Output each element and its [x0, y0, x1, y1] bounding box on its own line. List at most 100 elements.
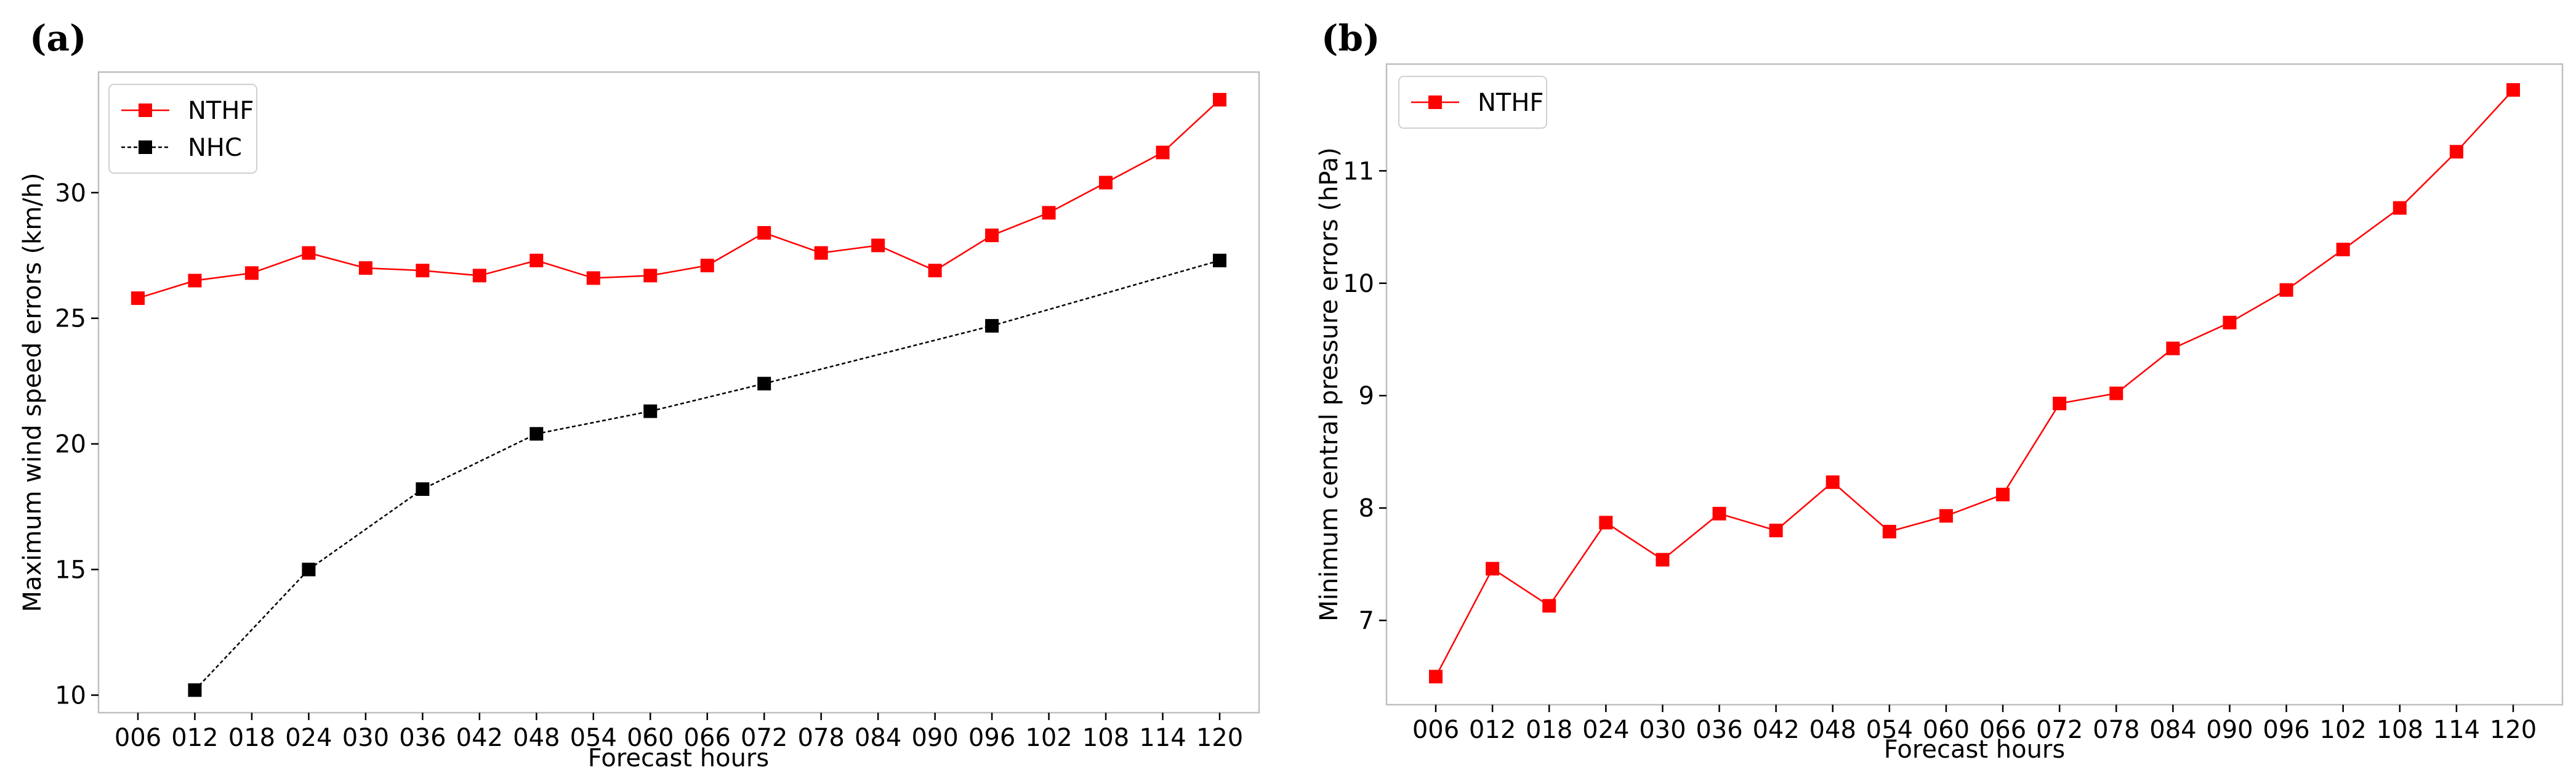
data-point-nhc — [188, 683, 202, 697]
data-point-nthf — [2336, 243, 2350, 257]
data-point-nthf — [2449, 145, 2463, 159]
data-point-nthf — [1156, 145, 1170, 160]
legend-b: NTHF — [1398, 76, 1547, 129]
data-point-nthf — [302, 246, 316, 260]
x-tick-label: 114 — [2433, 716, 2480, 744]
data-point-nthf — [2109, 386, 2123, 400]
data-point-nthf — [1542, 599, 1556, 613]
x-tick-label: 006 — [115, 724, 161, 752]
x-tick-label: 048 — [513, 724, 560, 752]
data-point-nthf — [1486, 562, 1500, 576]
data-point-nthf — [416, 264, 430, 278]
y-tick-label: 9 — [1359, 382, 1374, 410]
x-tick-label: 072 — [2036, 716, 2083, 744]
x-tick-label: 114 — [1139, 724, 1186, 752]
x-tick-label: 090 — [2206, 716, 2253, 744]
x-tick-label: 120 — [2490, 716, 2537, 744]
data-point-nthf — [188, 274, 202, 288]
y-tick-label: 15 — [55, 556, 86, 585]
ticks-b: 006 012 018 024 030 036 042 048 054 060 066 072 078 0… — [1343, 157, 2537, 744]
data-point-nthf — [985, 229, 999, 243]
data-point-nthf — [358, 261, 372, 275]
x-tick-label: 108 — [2377, 716, 2423, 744]
x-tick-label: 012 — [171, 724, 218, 752]
x-tick-label: 084 — [855, 724, 901, 752]
x-tick-label: 024 — [285, 724, 332, 752]
data-point-nhc — [757, 376, 771, 391]
data-point-nthf — [1429, 670, 1443, 684]
x-axis-label-a: Forecast hours — [588, 744, 769, 772]
x-tick-label: 042 — [1752, 716, 1799, 744]
x-tick-label: 096 — [2263, 716, 2309, 744]
series-b — [1429, 83, 2520, 684]
data-point-nthf — [1825, 475, 1840, 489]
legend-label-nthf: NTHF — [188, 97, 254, 125]
y-tick-label: 10 — [1343, 270, 1374, 298]
data-point-nthf — [2166, 341, 2180, 355]
data-point-nthf — [757, 226, 771, 240]
data-point-nthf — [1769, 524, 1783, 538]
panel-label-b: (b) — [1321, 17, 1380, 59]
x-axis-label-b: Forecast hours — [1884, 735, 2065, 764]
data-point-nthf — [1712, 506, 1726, 521]
x-tick-label: 012 — [1469, 716, 1516, 744]
plot-area-b — [1385, 63, 2564, 706]
y-tick-label: 10 — [55, 681, 86, 710]
data-point-nthf — [1599, 516, 1613, 530]
data-point-nthf — [1996, 487, 2010, 501]
series-line-nthf — [137, 99, 1220, 299]
x-tick-label: 060 — [627, 724, 674, 752]
series-a — [131, 92, 1226, 697]
y-tick-label: 8 — [1359, 495, 1374, 523]
data-point-nthf — [2223, 315, 2237, 330]
y-tick-label: 30 — [55, 179, 86, 208]
x-tick-label: 048 — [1809, 716, 1856, 744]
data-point-nthf — [529, 253, 544, 267]
y-tick-label: 11 — [1343, 157, 1374, 185]
x-tick-label: 018 — [1526, 716, 1572, 744]
x-tick-label: 078 — [798, 724, 845, 752]
data-point-nthf — [928, 264, 942, 278]
data-point-nthf — [2279, 283, 2293, 297]
data-point-nthf — [244, 266, 259, 280]
data-point-nthf — [586, 271, 600, 285]
legend-marker-nthf — [139, 103, 152, 117]
x-tick-label: 036 — [399, 724, 446, 752]
data-point-nthf — [1042, 206, 1056, 220]
data-point-nthf — [2053, 397, 2067, 411]
data-point-nthf — [643, 269, 658, 283]
x-tick-label: 036 — [1696, 716, 1742, 744]
data-point-nhc — [1213, 253, 1226, 267]
legend-marker-nthf — [1428, 95, 1442, 109]
x-tick-label: 102 — [1025, 724, 1072, 752]
data-point-nthf — [871, 238, 885, 253]
x-tick-label: 018 — [228, 724, 275, 752]
data-point-nhc — [302, 562, 316, 577]
data-point-nhc — [643, 404, 658, 418]
data-point-nthf — [2506, 83, 2520, 97]
x-tick-label: 042 — [456, 724, 503, 752]
x-tick-label: 078 — [2093, 716, 2139, 744]
data-point-nthf — [814, 246, 828, 260]
x-tick-label: 108 — [1082, 724, 1129, 752]
ticks-a: 006 012 018 024 030 036 042 048 054 060 066 072 078 0… — [55, 179, 1243, 752]
x-tick-label: 024 — [1582, 716, 1629, 744]
legend-label-nthf: NTHF — [1478, 89, 1544, 117]
x-tick-label: 030 — [1639, 716, 1686, 744]
data-point-nthf — [472, 269, 486, 283]
legend-label-nhc: NHC — [188, 134, 242, 162]
y-tick-label: 20 — [55, 431, 86, 459]
x-tick-label: 054 — [570, 724, 617, 752]
data-point-nhc — [416, 482, 430, 496]
data-point-nthf — [131, 291, 145, 306]
x-tick-label: 090 — [911, 724, 958, 752]
series-line-nthf — [1435, 89, 2514, 677]
x-tick-label: 054 — [1866, 716, 1913, 744]
x-tick-label: 006 — [1412, 716, 1459, 744]
data-point-nhc — [529, 427, 544, 441]
panel-label-a: (a) — [30, 17, 86, 59]
x-tick-label: 102 — [2320, 716, 2367, 744]
y-tick-label: 25 — [55, 305, 86, 333]
data-point-nthf — [1939, 509, 1953, 523]
panel-a: (a) Forecast hours Maximum wind speed er… — [18, 17, 1260, 772]
